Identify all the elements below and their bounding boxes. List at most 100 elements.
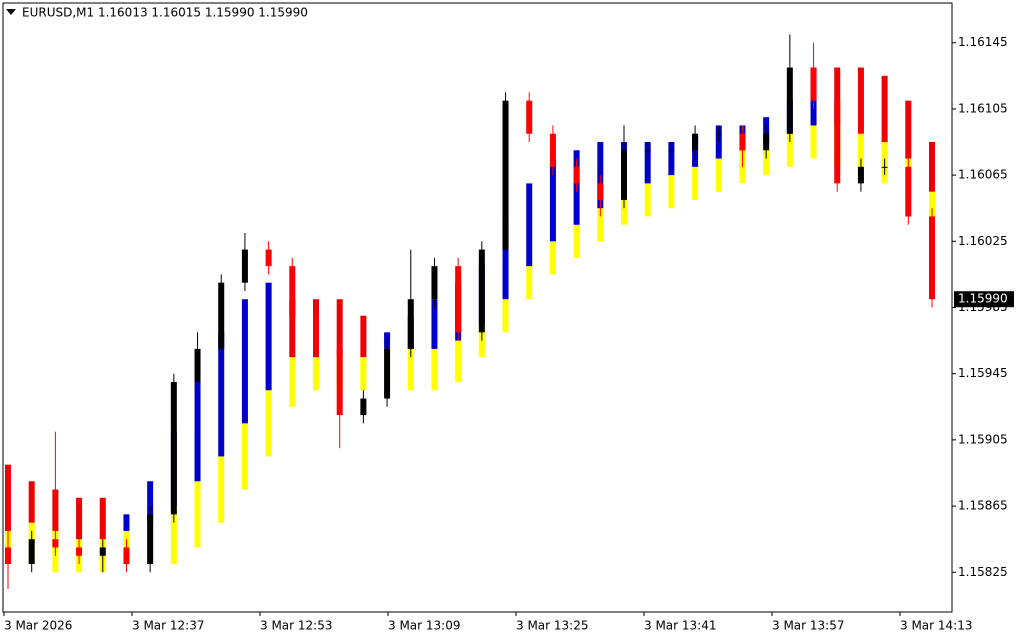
y-tick-label: 1.16145	[958, 35, 1008, 49]
candle-body	[549, 133, 556, 167]
band-upper	[431, 299, 438, 349]
band-lower	[313, 357, 319, 391]
band-lower	[265, 390, 272, 457]
candle-body	[526, 100, 533, 134]
band-upper	[526, 183, 533, 267]
candle-body	[384, 348, 391, 399]
candle-body	[218, 282, 225, 349]
candle-body	[336, 348, 343, 416]
band-lower	[241, 423, 248, 490]
candle-body	[905, 166, 912, 217]
band-lower	[289, 357, 296, 407]
x-tick-label: 3 Mar 2026	[4, 619, 72, 633]
candle-body	[360, 398, 367, 416]
candle-body	[644, 150, 651, 152]
candle-body	[502, 100, 509, 250]
x-tick-label: 3 Mar 13:09	[388, 619, 461, 633]
candle-body	[668, 150, 675, 152]
band-upper	[147, 481, 154, 523]
y-tick-label: 1.15825	[958, 565, 1008, 579]
band-lower	[573, 224, 580, 258]
x-tick-label: 3 Mar 14:13	[900, 619, 973, 633]
band-lower	[218, 456, 225, 523]
candle-body	[313, 315, 319, 349]
band-lower	[170, 506, 177, 565]
y-tick-label: 1.15865	[958, 499, 1008, 513]
candle-body	[241, 249, 248, 283]
band-upper	[857, 67, 864, 134]
candle-body	[739, 133, 746, 151]
candle-body	[407, 299, 414, 349]
band-lower	[526, 266, 533, 300]
candle-body	[715, 133, 722, 135]
candle-body	[99, 547, 106, 556]
band-lower	[786, 133, 793, 167]
band-lower	[668, 175, 675, 209]
band-upper	[194, 381, 201, 482]
candle-body	[431, 266, 438, 300]
band-upper	[99, 497, 106, 540]
band-lower	[715, 158, 722, 192]
candle-body	[857, 166, 864, 184]
band-upper	[218, 332, 225, 457]
band-lower	[502, 299, 509, 333]
band-upper	[905, 100, 912, 159]
x-tick-label: 3 Mar 13:25	[516, 619, 589, 633]
candle-body	[621, 150, 627, 200]
x-tick-label: 3 Mar 13:57	[772, 619, 845, 633]
candle-body	[573, 166, 580, 184]
band-lower	[407, 348, 414, 391]
band-upper	[644, 142, 651, 184]
candle-body	[76, 547, 83, 556]
x-tick-label: 3 Mar 13:41	[644, 619, 717, 633]
candle-body	[929, 216, 935, 300]
band-lower	[810, 125, 817, 159]
candle-body	[692, 133, 699, 151]
band-upper	[28, 481, 35, 523]
candle-body	[52, 539, 59, 548]
band-upper	[265, 282, 272, 391]
band-lower	[644, 183, 651, 217]
menu-arrow[interactable]	[6, 9, 16, 15]
band-upper	[360, 315, 367, 358]
y-tick-label: 1.16025	[958, 234, 1008, 248]
candle-body	[478, 249, 485, 333]
band-lower	[597, 208, 604, 242]
y-tick-label: 1.16065	[958, 168, 1008, 182]
candle-body	[170, 381, 177, 515]
chart-title: EURUSD,M1 1.16013 1.16015 1.15990 1.1599…	[22, 6, 308, 20]
candle-body	[265, 249, 272, 267]
band-lower	[857, 133, 864, 176]
candle-body	[834, 100, 841, 184]
candle-body	[194, 348, 201, 382]
candle-body	[763, 133, 770, 151]
candle-body	[881, 166, 888, 168]
plot-frame	[2, 2, 953, 613]
band-upper	[336, 299, 343, 358]
y-tick-label: 1.15905	[958, 432, 1008, 446]
candle-body	[5, 547, 11, 565]
price-label-bg	[954, 291, 1014, 308]
price-label: 1.15990	[958, 292, 1008, 306]
candle-body	[455, 266, 462, 333]
candle-body	[810, 67, 817, 101]
band-upper	[929, 142, 935, 192]
band-upper	[549, 158, 556, 242]
candle-body	[597, 183, 604, 200]
candle-body	[147, 514, 154, 565]
band-lower	[194, 481, 201, 548]
band-upper	[76, 497, 83, 540]
band-upper	[123, 514, 130, 531]
band-upper	[241, 299, 248, 424]
band-lower	[360, 357, 367, 391]
band-lower	[549, 241, 556, 275]
candle-body	[289, 266, 296, 316]
band-lower	[692, 166, 699, 200]
y-tick-label: 1.16105	[958, 101, 1008, 115]
candle-body	[786, 67, 793, 134]
y-tick-label: 1.15945	[958, 366, 1008, 380]
x-tick-label: 3 Mar 12:53	[260, 619, 333, 633]
candle-body	[28, 539, 35, 565]
band-upper	[289, 299, 296, 358]
